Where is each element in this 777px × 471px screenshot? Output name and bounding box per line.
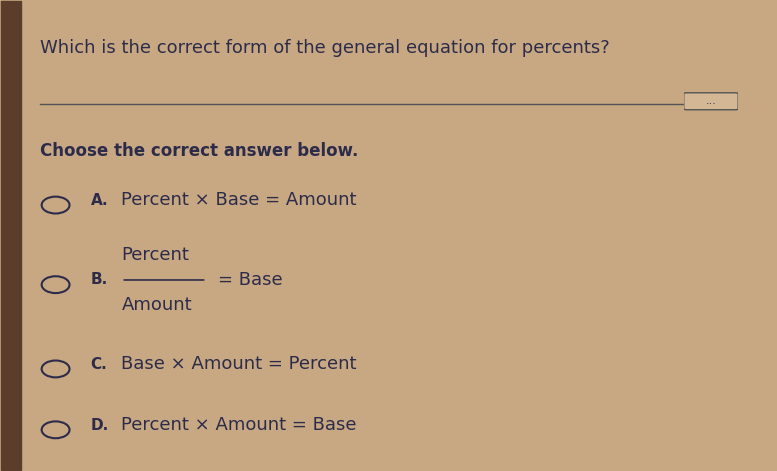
Text: Amount: Amount bbox=[121, 296, 192, 314]
FancyBboxPatch shape bbox=[684, 93, 738, 110]
Bar bbox=[2, 1, 21, 470]
Text: Base × Amount = Percent: Base × Amount = Percent bbox=[121, 355, 357, 373]
Text: Percent: Percent bbox=[121, 245, 190, 264]
Text: B.: B. bbox=[90, 273, 108, 287]
Text: Percent × Base = Amount: Percent × Base = Amount bbox=[121, 191, 357, 210]
Text: D.: D. bbox=[90, 418, 109, 433]
Text: A.: A. bbox=[90, 193, 108, 208]
Text: Which is the correct form of the general equation for percents?: Which is the correct form of the general… bbox=[40, 39, 610, 57]
Text: C.: C. bbox=[90, 357, 107, 372]
Text: ...: ... bbox=[706, 96, 716, 106]
Text: = Base: = Base bbox=[218, 271, 283, 289]
Text: Choose the correct answer below.: Choose the correct answer below. bbox=[40, 142, 358, 160]
Text: Percent × Amount = Base: Percent × Amount = Base bbox=[121, 416, 357, 434]
